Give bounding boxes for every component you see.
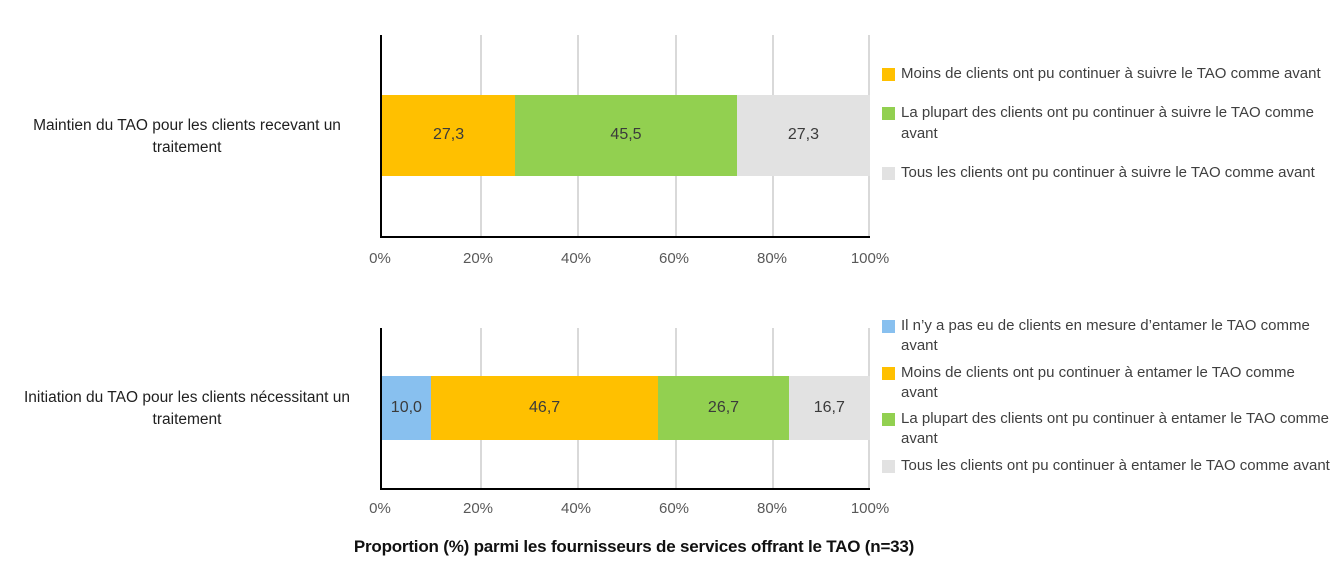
figure-caption: Proportion (%) parmi les fournisseurs de… <box>353 537 915 556</box>
legend-label: Moins de clients ont pu continuer à enta… <box>901 363 1295 401</box>
legend-item: Il n’y a pas eu de clients en mesure d’e… <box>882 316 1330 357</box>
bar-segment-green: 26,7 <box>658 376 789 440</box>
legend-label: La plupart des clients ont pu continuer … <box>901 104 1314 142</box>
bar-segment-yellow: 46,7 <box>430 376 659 440</box>
legend-item: Tous les clients ont pu continuer à suiv… <box>882 163 1330 183</box>
legend-label: La plupart des clients ont pu continuer … <box>901 410 1330 448</box>
bar-segment-gray: 27,3 <box>736 95 870 176</box>
plot-area-initiation: 10,0 46,7 26,7 16,7 <box>380 328 870 490</box>
category-label-maintien: Maintien du TAO pour les clients recevan… <box>33 116 341 156</box>
legend-maintien: Moins de clients ont pu continuer à suiv… <box>882 64 1330 202</box>
bar-segment-blue: 10,0 <box>382 376 431 440</box>
data-label: 27,3 <box>432 126 465 144</box>
legend-swatch-yellow-icon <box>882 366 895 380</box>
x-tick-40pct: 40% <box>560 500 592 517</box>
x-tick-80pct: 80% <box>756 500 788 517</box>
x-tick-80pct: 80% <box>756 250 788 267</box>
legend-swatch-green-icon <box>882 107 895 121</box>
bar-segment-gray: 16,7 <box>788 376 870 440</box>
data-label: 27,3 <box>787 126 820 144</box>
legend-item: Moins de clients ont pu continuer à enta… <box>882 363 1330 404</box>
data-label: 26,7 <box>707 399 740 416</box>
data-label: 46,7 <box>529 399 561 416</box>
stacked-bar-maintien: 27,3 45,5 27,3 <box>382 95 870 176</box>
legend-initiation: Il n’y a pas eu de clients en mesure d’e… <box>882 316 1330 482</box>
legend-item: Tous les clients ont pu continuer à enta… <box>882 456 1330 476</box>
legend-label: Moins de clients ont pu continuer à suiv… <box>901 65 1321 82</box>
x-tick-0pct: 0% <box>369 250 391 267</box>
x-tick-20pct: 20% <box>462 500 494 517</box>
legend-label: Tous les clients ont pu continuer à suiv… <box>901 163 1315 181</box>
x-axis-ticks-initiation: 0% 20% 40% 60% 80% 100% <box>369 500 889 522</box>
x-tick-40pct: 40% <box>560 250 592 267</box>
stacked-bar-initiation: 10,0 46,7 26,7 16,7 <box>382 376 870 440</box>
legend-swatch-yellow-icon <box>882 68 895 81</box>
legend-swatch-green-icon <box>882 413 895 426</box>
x-tick-0pct: 0% <box>369 500 391 517</box>
legend-swatch-gray-icon <box>882 166 895 180</box>
legend-swatch-blue-icon <box>882 320 895 333</box>
data-label: 10,0 <box>390 399 422 416</box>
legend-item: Moins de clients ont pu continuer à suiv… <box>882 64 1330 84</box>
x-tick-60pct: 60% <box>658 500 690 517</box>
legend-swatch-gray-icon <box>882 459 895 473</box>
legend-label: Il n’y a pas eu de clients en mesure d’e… <box>901 317 1310 355</box>
legend-item: La plupart des clients ont pu continuer … <box>882 103 1330 144</box>
data-label: 16,7 <box>813 399 845 416</box>
legend-label: Tous les clients ont pu continuer à enta… <box>901 456 1330 474</box>
x-tick-100pct: 100% <box>850 250 890 267</box>
x-tick-20pct: 20% <box>462 250 494 267</box>
category-label-initiation: Initiation du TAO pour les clients néces… <box>24 389 350 428</box>
legend-item: La plupart des clients ont pu continuer … <box>882 409 1330 450</box>
x-axis-ticks-maintien: 0% 20% 40% 60% 80% 100% <box>369 250 889 272</box>
plot-area-maintien: 27,3 45,5 27,3 <box>380 35 870 238</box>
bar-segment-yellow: 27,3 <box>382 95 516 176</box>
x-tick-100pct: 100% <box>850 500 890 517</box>
x-tick-60pct: 60% <box>658 250 690 267</box>
data-label: 45,5 <box>610 126 642 144</box>
bar-segment-green: 45,5 <box>515 95 737 176</box>
